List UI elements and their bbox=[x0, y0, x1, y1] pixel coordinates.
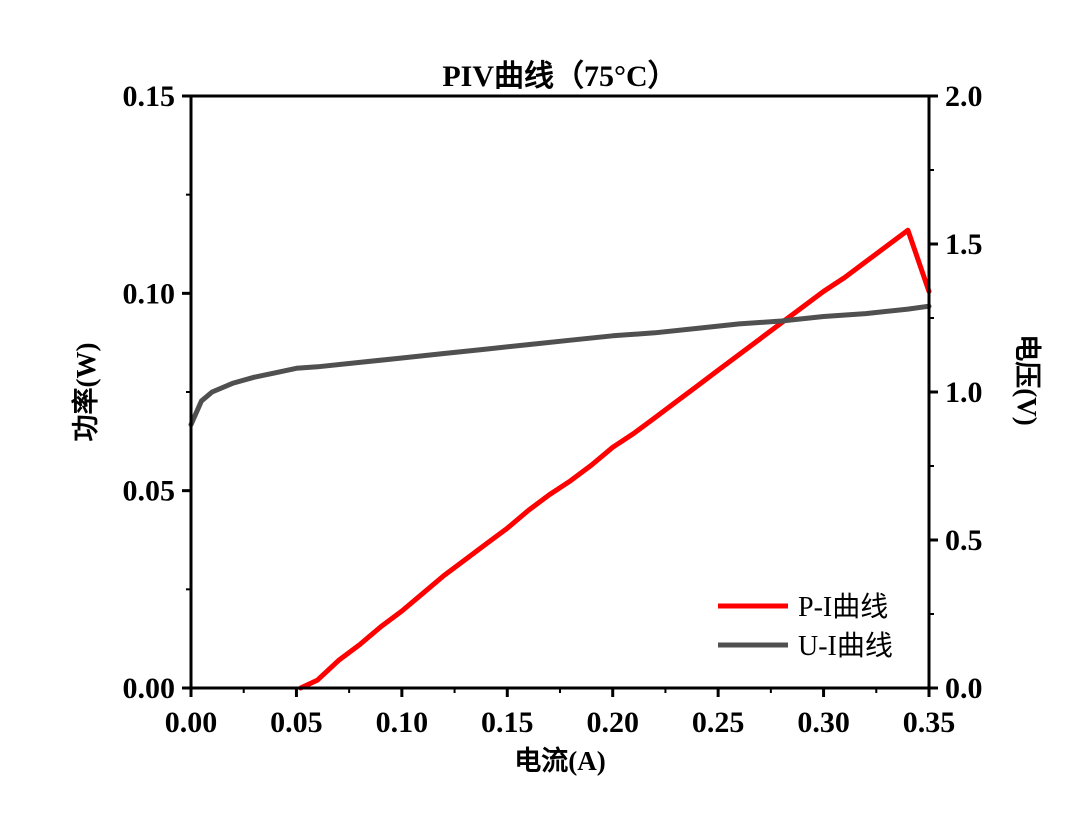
y-left-tick-label-2: 0.10 bbox=[123, 277, 176, 310]
y-left-tick-label-1: 0.05 bbox=[123, 475, 176, 508]
legend-label-u-i: U-I曲线 bbox=[798, 630, 893, 662]
x-tick-label-2: 0.10 bbox=[376, 706, 429, 739]
y-right-tick-label-3: 1.5 bbox=[945, 228, 983, 261]
series-line-0 bbox=[298, 227, 932, 691]
y-right-tick-label-0: 0.0 bbox=[945, 672, 983, 705]
right-y-axis-title: 电压(V) bbox=[1012, 334, 1042, 425]
chart-title: PIV曲线（75°C） bbox=[442, 59, 677, 93]
legend: P-I曲线 U-I曲线 bbox=[718, 591, 893, 662]
legend-label-p-i: P-I曲线 bbox=[798, 591, 888, 623]
x-tick-label-4: 0.20 bbox=[586, 706, 639, 739]
y-right-tick-label-2: 1.0 bbox=[945, 376, 983, 409]
x-tick-label-6: 0.30 bbox=[797, 706, 850, 739]
y-left-tick-label-3: 0.15 bbox=[123, 80, 176, 113]
x-tick-label-1: 0.05 bbox=[270, 706, 323, 739]
y-left-tick-label-0: 0.00 bbox=[123, 672, 176, 705]
y-right-tick-label-4: 2.0 bbox=[945, 80, 983, 113]
x-tick-label-7: 0.35 bbox=[903, 706, 956, 739]
series-lines bbox=[188, 227, 932, 691]
x-axis-title: 电流(A) bbox=[514, 746, 605, 776]
left-y-axis-title: 功率(W) bbox=[70, 343, 101, 442]
tick-labels: 0.00 0.05 0.10 0.15 0.20 0.25 0.30 0.35 0.00 0.05… bbox=[123, 80, 983, 739]
series-line-1 bbox=[188, 303, 932, 428]
x-tick-label-0: 0.00 bbox=[165, 706, 218, 739]
y-right-tick-label-1: 0.5 bbox=[945, 524, 983, 557]
x-tick-label-5: 0.25 bbox=[692, 706, 745, 739]
plot-frame bbox=[189, 94, 931, 690]
x-tick-label-3: 0.15 bbox=[481, 706, 534, 739]
